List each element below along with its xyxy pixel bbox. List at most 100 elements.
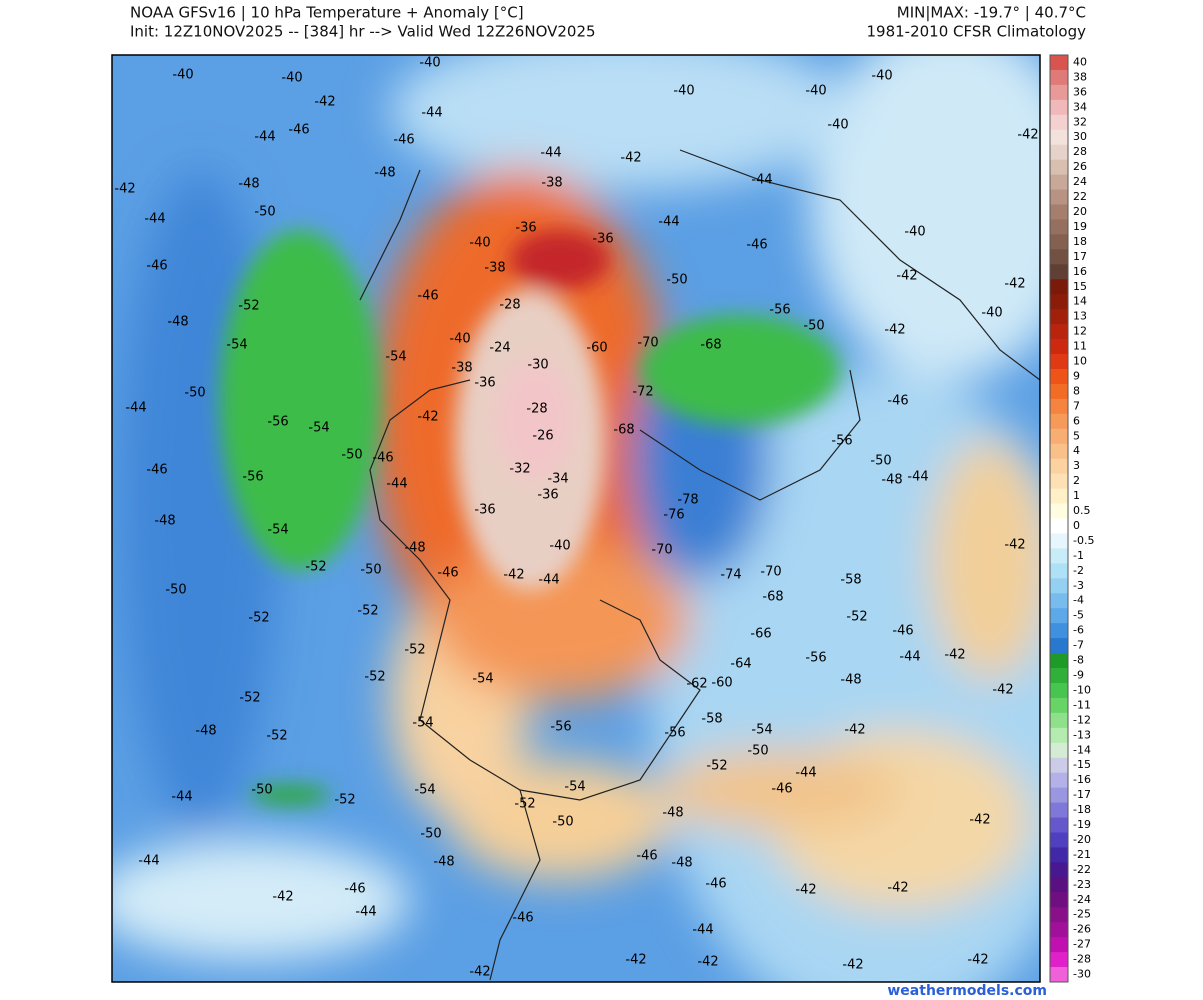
contour-label: -44 bbox=[907, 470, 928, 485]
contour-label: -48 bbox=[433, 855, 454, 870]
contour-label: -68 bbox=[762, 590, 783, 605]
colorbar-swatch bbox=[1050, 144, 1068, 161]
colorbar-label: 17 bbox=[1073, 250, 1087, 263]
colorbar-swatch bbox=[1050, 503, 1068, 519]
colorbar-label: 3 bbox=[1073, 459, 1080, 472]
contour-label: -44 bbox=[386, 477, 407, 492]
contour-label: -60 bbox=[711, 676, 732, 691]
colorbar-label: -24 bbox=[1073, 893, 1091, 906]
colorbar-label: -15 bbox=[1073, 758, 1091, 771]
colorbar-label: 8 bbox=[1073, 384, 1080, 397]
colorbar-label: -0.5 bbox=[1073, 534, 1094, 547]
colorbar-swatch bbox=[1050, 817, 1068, 833]
contour-label: -46 bbox=[892, 624, 913, 639]
contour-label: -42 bbox=[620, 151, 641, 166]
contour-label: -50 bbox=[184, 386, 205, 401]
colorbar-swatch bbox=[1050, 443, 1068, 460]
contour-label: -40 bbox=[449, 332, 470, 347]
contour-label: -46 bbox=[393, 133, 414, 148]
contour-label: -42 bbox=[1004, 277, 1025, 292]
contour-label: -48 bbox=[662, 806, 683, 821]
colorbar-swatch bbox=[1050, 234, 1068, 250]
contour-label: -42 bbox=[887, 881, 908, 896]
contour-label: -50 bbox=[870, 454, 891, 469]
contour-label: -42 bbox=[625, 953, 646, 968]
climatology: 1981-2010 CFSR Climatology bbox=[867, 23, 1087, 41]
colorbar-swatch bbox=[1050, 69, 1068, 86]
colorbar-label: -19 bbox=[1073, 818, 1091, 831]
contour-label: -56 bbox=[805, 651, 826, 666]
contour-label: -58 bbox=[701, 712, 722, 727]
colorbar-label: -7 bbox=[1073, 639, 1084, 652]
contour-label: -50 bbox=[341, 448, 362, 463]
colorbar-label: -23 bbox=[1073, 878, 1091, 891]
contour-label: -48 bbox=[195, 724, 216, 739]
contour-label: -42 bbox=[1004, 538, 1025, 553]
contour-label: -54 bbox=[412, 716, 433, 731]
contour-label: -36 bbox=[474, 376, 495, 391]
colorbar-swatch bbox=[1050, 383, 1068, 400]
colorbar-label: 0 bbox=[1073, 519, 1080, 532]
contour-label: -42 bbox=[795, 883, 816, 898]
contour-label: -44 bbox=[171, 790, 192, 805]
contour-label: -50 bbox=[420, 827, 441, 842]
contour-label: -70 bbox=[637, 336, 658, 351]
contour-label: -52 bbox=[706, 759, 727, 774]
contour-label: -38 bbox=[541, 176, 562, 191]
contour-label: -30 bbox=[527, 358, 548, 373]
colorbar-swatch bbox=[1050, 952, 1068, 968]
colorbar-swatch bbox=[1050, 563, 1068, 579]
colorbar-label: 40 bbox=[1073, 55, 1087, 68]
contour-label: -28 bbox=[499, 298, 520, 313]
colorbar-label: 24 bbox=[1073, 175, 1087, 188]
colorbar-label: -13 bbox=[1073, 728, 1091, 741]
title: NOAA GFSv16 | 10 hPa Temperature + Anoma… bbox=[130, 4, 524, 22]
colorbar-swatch bbox=[1050, 279, 1068, 295]
colorbar-swatch bbox=[1050, 533, 1068, 549]
colorbar-swatch bbox=[1050, 174, 1068, 191]
colorbar-swatch bbox=[1050, 668, 1068, 684]
contour-label: -62 bbox=[686, 677, 707, 692]
contour-label: -48 bbox=[404, 541, 425, 556]
contour-label: -78 bbox=[677, 493, 698, 508]
colorbar-label: -20 bbox=[1073, 833, 1091, 846]
contour-label: -44 bbox=[355, 905, 376, 920]
colorbar-label: 10 bbox=[1073, 355, 1087, 368]
contour-label: -46 bbox=[417, 289, 438, 304]
colorbar-label: -18 bbox=[1073, 803, 1091, 816]
colorbar-swatch bbox=[1050, 892, 1068, 908]
contour-label: -44 bbox=[540, 146, 561, 161]
contour-label: -54 bbox=[414, 783, 435, 798]
colorbar-label: -16 bbox=[1073, 773, 1091, 786]
colorbar-label: 34 bbox=[1073, 100, 1087, 113]
colorbar-label: 7 bbox=[1073, 399, 1080, 412]
contour-label: -24 bbox=[489, 341, 510, 356]
colorbar-label: -26 bbox=[1073, 923, 1091, 936]
contour-label: -40 bbox=[281, 71, 302, 86]
contour-label: -40 bbox=[549, 539, 570, 554]
colorbar-label: 2 bbox=[1073, 474, 1080, 487]
colorbar-label: 0.5 bbox=[1073, 504, 1091, 517]
contour-label: -48 bbox=[167, 315, 188, 330]
colorbar-swatch bbox=[1050, 264, 1068, 280]
contour-label: -68 bbox=[700, 338, 721, 353]
contour-label: -28 bbox=[526, 402, 547, 417]
contour-label: -46 bbox=[887, 394, 908, 409]
colorbar-swatch bbox=[1050, 324, 1068, 340]
colorbar-label: 15 bbox=[1073, 280, 1087, 293]
contour-label: -42 bbox=[969, 813, 990, 828]
contour-label: -46 bbox=[372, 451, 393, 466]
contour-label: -54 bbox=[308, 421, 329, 436]
colorbar-swatch bbox=[1050, 413, 1068, 430]
colorbar-swatch bbox=[1050, 832, 1068, 848]
colorbar-swatch bbox=[1050, 518, 1068, 534]
contour-label: -52 bbox=[266, 729, 287, 744]
contour-label: -36 bbox=[474, 503, 495, 518]
contour-label: -42 bbox=[503, 568, 524, 583]
contour-label: -56 bbox=[550, 720, 571, 735]
colorbar-swatch bbox=[1050, 339, 1068, 355]
contour-label: -46 bbox=[146, 463, 167, 478]
contour-label: -42 bbox=[992, 683, 1013, 698]
contour-label: -52 bbox=[404, 643, 425, 658]
